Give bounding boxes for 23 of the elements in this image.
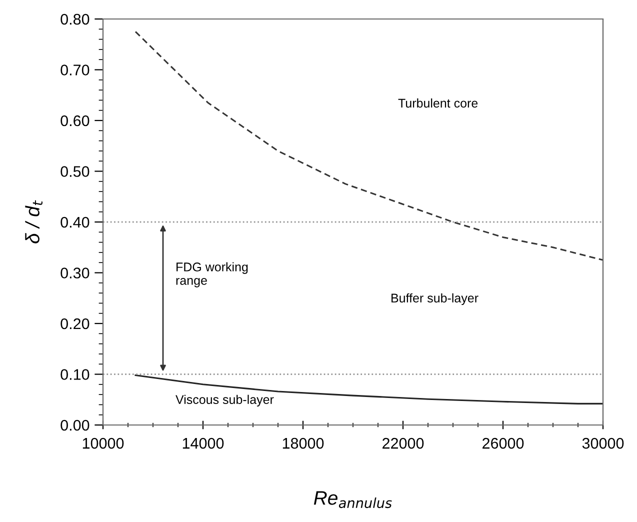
annotation: Turbulent core: [398, 98, 478, 108]
annotation: FDG working range: [176, 262, 248, 288]
y-tick-label: 0.00: [60, 420, 90, 431]
x-tick-label: 14000: [182, 438, 224, 449]
x-tick-label: 30000: [582, 438, 624, 449]
line-series: [134, 374, 603, 404]
x-tick-label: 26000: [482, 438, 524, 449]
y-tick-label: 0.20: [60, 318, 90, 330]
y-tick-label: 0.40: [60, 216, 90, 228]
y-axis-title: δ / d$_{t}$: [25, 200, 42, 244]
x-tick-label: 18000: [282, 438, 324, 449]
y-tick-label: 0.30: [60, 268, 90, 278]
y-tick-label: 0.60: [60, 115, 90, 126]
x-tick-label: 22000: [382, 438, 424, 449]
y-tick-label: 0.50: [60, 166, 90, 177]
y-tick-label: 0.80: [60, 14, 90, 25]
x-axis-title: Re$_{annulus}$: [314, 491, 392, 508]
annotation: Buffer sub-layer: [392, 293, 478, 305]
y-tick-label: 0.10: [60, 369, 90, 380]
y-tick-label: 0.70: [60, 64, 90, 76]
annotation: Viscous sub-layer: [176, 394, 274, 406]
x-tick-label: 10000: [82, 438, 124, 449]
line-series: [134, 30, 603, 261]
